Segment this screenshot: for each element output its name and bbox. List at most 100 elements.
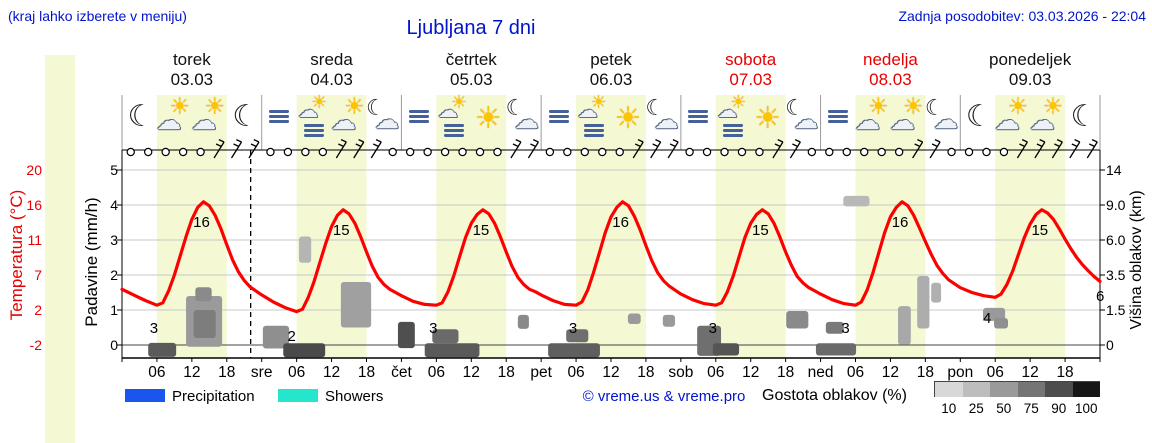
wind-barb-icon: [634, 143, 641, 147]
wind-barb-icon: [652, 143, 659, 147]
cloud-blob: [786, 311, 809, 329]
wind-calm-icon: [405, 147, 415, 157]
wind-barb-icon: [1034, 141, 1046, 159]
weather-icon-suncloud: ☀ ☁: [1030, 96, 1066, 144]
fog-lines-icon: [828, 110, 849, 113]
sun-icon: ☀: [204, 94, 225, 120]
day-abbrev-label: pet: [530, 364, 552, 381]
wind-barb-icon: [248, 141, 260, 159]
wind-barb-icon: [527, 141, 539, 159]
cloud-density-segment: [1017, 382, 1045, 397]
precipitation-label: Precipitation: [172, 388, 255, 405]
wind-barb-icon: [335, 141, 347, 159]
cloud-tick-label: 1.5: [1106, 302, 1126, 318]
wind-barb-icon: [914, 143, 921, 147]
cloud-icon: ☁: [156, 106, 182, 135]
cloud-density-segment: [962, 382, 990, 397]
sun-icon: ☀: [1042, 94, 1064, 120]
cloud-density-value: 10: [941, 401, 957, 416]
weather-icon-suncloud: ☀ ☁: [331, 96, 367, 144]
wind-calm-icon: [545, 147, 555, 157]
wind-barb-icon: [917, 139, 923, 143]
day-header-name: četrtek: [445, 50, 497, 69]
wind-calm-icon: [266, 147, 275, 157]
wind-calm-icon: [563, 147, 572, 157]
showers-swatch: [278, 389, 318, 402]
day-header-name: nedelja: [863, 50, 918, 69]
wind-barb-icon: [672, 139, 679, 143]
sun-icon: ☀: [169, 94, 191, 120]
sun-icon: ☀: [1007, 94, 1029, 120]
temp-value-label: 3: [708, 320, 717, 338]
weather-icon-fog: [401, 96, 437, 144]
x-tick-label: 18: [777, 364, 795, 381]
weather-icon-suncloud: ☀ ☁: [890, 96, 926, 144]
weather-icon-moon: ☾: [1065, 96, 1101, 144]
day-abbrev-label: čet: [391, 364, 412, 381]
wind-barb-icon: [372, 143, 379, 147]
weather-icon-fog: [680, 96, 716, 144]
wind-barb-icon: [1039, 139, 1046, 143]
wind-barb-icon: [792, 143, 798, 147]
wind-barb-icon: [515, 139, 522, 143]
daytime-band: [855, 95, 926, 358]
cloud-icon: ☁: [437, 98, 458, 122]
cloud-blob: [815, 343, 857, 356]
x-tick-label: 18: [1056, 364, 1074, 381]
temp-value-label: 3: [149, 320, 159, 338]
wind-barb-icon: [1071, 143, 1078, 147]
wind-calm-icon: [947, 147, 956, 157]
weather-icon-fogsun: ☀ ☁: [715, 94, 751, 144]
weather-icon-suncloud: ☀ ☁: [995, 96, 1031, 144]
precip-tick-label: 0: [110, 337, 118, 353]
cloud-icon: ☁: [331, 106, 357, 135]
fog-lines-icon: [269, 110, 290, 113]
x-tick-label: 12: [183, 364, 201, 381]
wind-barb-icon: [253, 139, 260, 143]
cloud-blob: [662, 314, 676, 327]
temp-value-label: 15: [472, 221, 490, 239]
cloud-icon: ☁: [374, 106, 399, 134]
cloud-blob: [283, 343, 326, 358]
temp-tick-label: 16: [26, 197, 42, 213]
fog-lines-icon: [688, 115, 709, 118]
cloud-icon: ☁: [889, 106, 915, 135]
day-abbrev-label: ned: [807, 364, 834, 381]
temp-value-label: 3: [429, 320, 438, 338]
temp-value-label: 15: [332, 221, 350, 239]
wind-barb-icon: [218, 139, 225, 143]
temp-tick-label: 20: [26, 162, 42, 178]
wind-barb-icon: [230, 141, 243, 159]
cloud-blob: [712, 343, 740, 356]
weather-icon-mooncloud: ☾ ☁: [366, 96, 402, 144]
sun-icon: ☀: [590, 92, 607, 113]
last-update-text: Zadnja posodobitev: 03.03.2026 - 22:04: [898, 8, 1146, 24]
wind-calm-icon: [894, 147, 904, 157]
temp-value-label: 16: [891, 213, 909, 231]
x-tick-label: 06: [846, 364, 865, 381]
day-header-date: 05.03: [450, 70, 493, 89]
cloud-blob: [340, 282, 372, 328]
cloud-density-value: 90: [1051, 401, 1067, 416]
moon-icon: ☾: [365, 96, 386, 121]
fog-lines-icon: [443, 124, 464, 127]
wind-calm-icon: [877, 147, 886, 157]
sun-icon: ☀: [614, 101, 642, 136]
weather-icon-mooncloud: ☾ ☁: [645, 96, 681, 144]
day-header-date: 04.03: [310, 70, 353, 89]
wind-calm-icon: [825, 147, 834, 157]
x-tick-label: 18: [916, 364, 934, 381]
wind-barb-icon: [667, 141, 679, 159]
wind-barb-icon: [1051, 141, 1063, 159]
temp-tick-label: 11: [27, 232, 42, 248]
day-abbrev-label: sre: [250, 364, 273, 381]
fog-lines-icon: [688, 120, 709, 123]
cloud-density-segment: [1072, 382, 1100, 397]
wind-calm-icon: [598, 147, 607, 157]
weather-icon-moon: ☾: [226, 96, 262, 144]
copyright-link[interactable]: © vreme.us & vreme.pro: [582, 388, 746, 405]
temp-value-label: 3: [841, 320, 850, 338]
sun-icon: ☀: [450, 92, 467, 113]
wind-barb-icon: [650, 141, 662, 159]
cloud-tick-label: 14: [1106, 162, 1122, 178]
